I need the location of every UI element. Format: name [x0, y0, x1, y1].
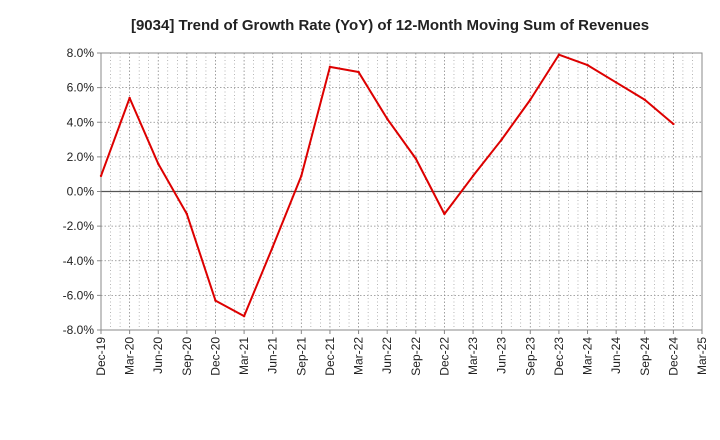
data-point: [242, 314, 246, 318]
x-tick-label: Mar-24: [581, 337, 595, 375]
data-point: [128, 96, 131, 100]
data-point: [557, 53, 561, 56]
data-point: [271, 245, 274, 249]
data-point: [357, 70, 360, 74]
data-point: [586, 63, 589, 67]
series-group: [99, 53, 675, 318]
x-tick-label: Dec-19: [94, 337, 108, 376]
x-tick-label: Mar-21: [237, 337, 251, 375]
data-point: [99, 174, 103, 178]
y-tick-label: 2.0%: [67, 150, 95, 164]
x-tick-label: Sep-23: [523, 337, 537, 376]
data-point: [385, 117, 389, 120]
data-point: [614, 81, 618, 84]
data-point: [328, 65, 332, 69]
y-axis-ticks: 8.0% 6.0% 4.0% 2.0% 0.0% -2.0% -4.0% -6.0% -8.0%: [63, 46, 101, 337]
series-line: [100, 53, 675, 318]
data-point: [500, 138, 503, 141]
data-point: [643, 98, 646, 101]
x-tick-label: Jun-24: [609, 337, 623, 374]
data-point: [471, 174, 475, 178]
chart-title: [9034] Trend of Growth Rate (YoY) of 12-…: [131, 17, 649, 34]
y-tick-label: -2.0%: [63, 219, 95, 233]
x-tick-label: Mar-23: [466, 337, 480, 375]
grid-lines: [100, 52, 703, 331]
data-point: [300, 174, 303, 178]
y-tick-label: 6.0%: [67, 81, 95, 95]
data-point: [672, 122, 675, 126]
data-point: [414, 157, 418, 160]
x-tick-label: Mar-20: [123, 337, 137, 375]
plot-area: [100, 52, 703, 331]
data-point: [157, 162, 160, 165]
y-tick-label: -4.0%: [63, 254, 95, 268]
x-tick-label: Sep-20: [180, 337, 194, 376]
x-tick-label: Mar-22: [352, 337, 366, 375]
x-tick-label: Dec-23: [552, 337, 566, 376]
y-tick-label: -6.0%: [63, 288, 95, 302]
data-point: [529, 98, 532, 101]
data-point: [185, 212, 189, 216]
x-tick-label: Jun-20: [151, 337, 165, 374]
x-tick-label: Jun-22: [380, 337, 394, 374]
y-tick-label: 0.0%: [67, 185, 95, 199]
x-tick-label: Dec-21: [323, 337, 337, 376]
y-tick-label: 4.0%: [67, 115, 95, 129]
data-point: [214, 299, 217, 302]
data-point: [443, 212, 446, 216]
x-axis-ticks: Dec-19 Mar-20 Jun-20 Sep-20 Dec-20 Mar-21 Jun-…: [94, 330, 709, 376]
x-tick-label: Sep-22: [409, 337, 423, 376]
x-tick-label: Sep-24: [638, 337, 652, 376]
x-tick-label: Jun-21: [266, 337, 280, 374]
x-tick-label: Mar-25: [695, 337, 709, 375]
y-tick-label: -8.0%: [63, 323, 95, 337]
y-tick-label: 8.0%: [67, 46, 95, 60]
x-tick-label: Dec-20: [208, 337, 222, 376]
x-tick-label: Dec-22: [437, 337, 451, 376]
x-tick-label: Sep-21: [294, 337, 308, 376]
x-tick-label: Dec-24: [666, 337, 680, 376]
x-tick-label: Jun-23: [495, 337, 509, 374]
